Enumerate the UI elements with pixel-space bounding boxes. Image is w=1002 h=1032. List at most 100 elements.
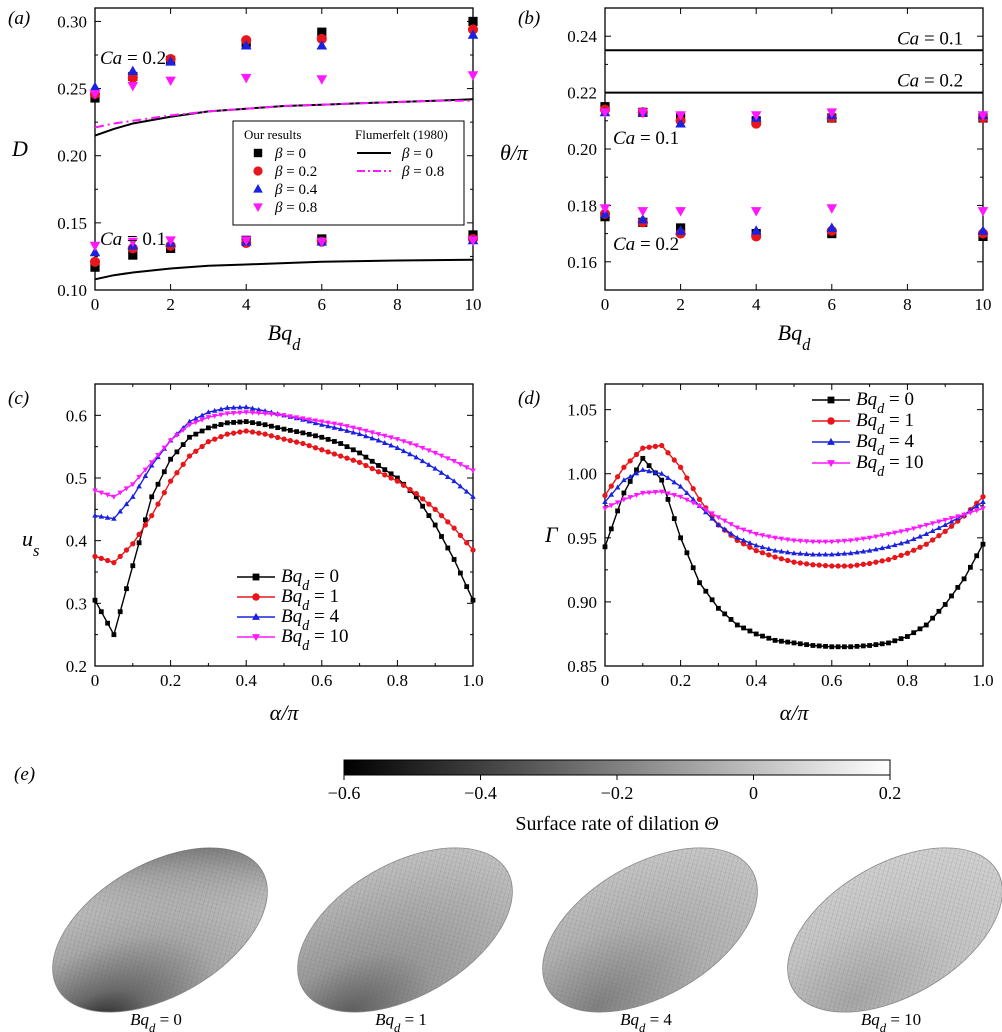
data-point — [797, 538, 804, 544]
data-point — [230, 404, 237, 410]
data-point — [240, 40, 252, 50]
legend-title-right: Flumerfelt (1980) — [355, 127, 448, 142]
data-point — [955, 584, 961, 590]
data-point — [287, 427, 293, 433]
data-point — [841, 563, 848, 569]
data-point — [750, 225, 762, 235]
x-tick-label: 8 — [393, 295, 402, 314]
data-point — [256, 406, 262, 412]
data-point — [766, 552, 772, 558]
drop-mesh — [542, 847, 758, 1013]
data-point — [911, 547, 917, 553]
data-point — [300, 440, 306, 447]
y-axis-label: Γ — [544, 522, 559, 547]
data-point — [470, 597, 476, 603]
data-point — [187, 434, 192, 440]
x-tick-label: 2 — [676, 295, 685, 314]
data-point — [344, 427, 350, 433]
data-point — [709, 511, 715, 517]
data-point — [344, 444, 350, 450]
data-point — [470, 547, 476, 553]
panel-label-e: (e) — [14, 764, 35, 785]
data-point — [904, 550, 911, 556]
data-point — [167, 438, 174, 444]
data-point — [375, 437, 382, 443]
legend-entry: β = 0.2 — [274, 164, 317, 180]
data-point — [186, 453, 193, 459]
y-tick-label: 0.90 — [567, 593, 597, 612]
data-point — [835, 551, 841, 557]
data-point — [369, 435, 375, 441]
legend-marker — [827, 396, 835, 404]
data-point — [316, 237, 328, 248]
data-point — [892, 638, 898, 644]
data-point — [250, 420, 255, 426]
data-point — [98, 609, 104, 615]
data-point — [193, 420, 199, 426]
data-point — [614, 474, 621, 480]
legend-marker — [253, 203, 263, 213]
data-point — [124, 586, 129, 592]
data-point — [186, 418, 193, 424]
x-axis-label: α/π — [270, 700, 300, 725]
data-point — [803, 551, 810, 557]
data-point — [873, 546, 879, 552]
data-point — [165, 76, 176, 87]
data-point — [149, 512, 155, 519]
data-point — [167, 478, 174, 484]
data-point — [413, 494, 419, 500]
y-tick-label: 0.85 — [567, 657, 597, 676]
data-point — [104, 514, 111, 520]
data-point — [92, 553, 98, 559]
legend-marker — [827, 437, 835, 445]
data-point — [961, 512, 967, 518]
data-point — [961, 576, 967, 582]
data-point — [467, 29, 479, 39]
data-point — [810, 643, 816, 648]
x-axis-label: α/π — [780, 700, 810, 725]
data-point — [104, 492, 111, 498]
data-point — [136, 540, 142, 546]
data-point — [804, 642, 809, 648]
x-tick-label: 1.0 — [972, 671, 993, 690]
colorbar-ticks: −0.6 −0.4 −0.2 0 0.2 — [328, 775, 901, 803]
data-point — [275, 434, 281, 441]
data-point — [847, 550, 854, 556]
annotation-ca-0.1: Ca = 0.1 — [100, 229, 166, 250]
data-point — [955, 514, 961, 520]
data-point — [866, 560, 873, 567]
data-point — [929, 528, 936, 534]
data-point — [652, 469, 659, 475]
drop-2: Bqd = 4 — [542, 847, 758, 1032]
data-point — [721, 526, 728, 532]
data-point — [885, 556, 892, 563]
data-point — [420, 503, 425, 509]
data-point — [407, 451, 413, 457]
data-point — [356, 459, 363, 465]
data-point — [369, 465, 375, 472]
colorbar-gradient — [343, 759, 891, 776]
data-point — [401, 482, 407, 488]
legend-entry: Bqd = 1 — [856, 410, 914, 438]
data-point — [331, 421, 338, 427]
data-point — [432, 522, 438, 528]
data-point — [803, 561, 810, 567]
data-point — [608, 526, 614, 532]
x-tick-label: 10 — [465, 295, 482, 314]
data-point — [911, 630, 917, 636]
colorbar-tick-label: −0.4 — [464, 783, 497, 803]
data-point — [306, 417, 312, 423]
y-tick-label: 0.22 — [567, 84, 597, 103]
drop-label: Bqd = 10 — [861, 1010, 921, 1032]
data-point — [860, 561, 866, 567]
legend-entry: β = 0.4 — [274, 182, 318, 198]
data-point — [703, 588, 709, 594]
data-point — [375, 469, 382, 475]
data-point — [640, 490, 646, 496]
drop-3: Bqd = 10 — [787, 847, 1002, 1032]
data-point — [873, 559, 879, 565]
y-axis-label: θ/π — [500, 140, 529, 165]
data-point — [237, 429, 243, 435]
data-point — [136, 483, 142, 489]
data-point — [224, 431, 230, 437]
